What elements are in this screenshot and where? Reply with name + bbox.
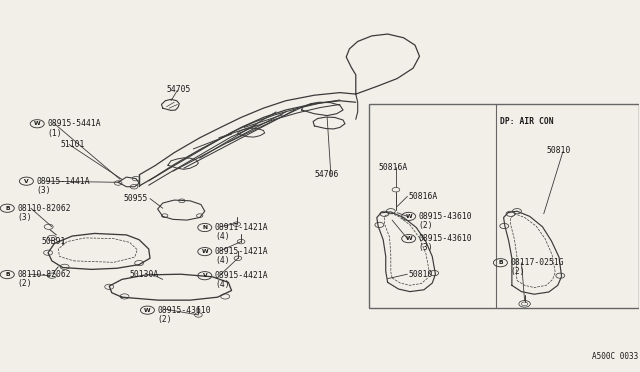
Text: W: W bbox=[405, 214, 412, 219]
Text: (2): (2) bbox=[419, 221, 433, 230]
Text: 50816A: 50816A bbox=[409, 192, 438, 201]
Text: (4): (4) bbox=[215, 280, 230, 289]
Text: (3): (3) bbox=[419, 243, 433, 252]
Text: (2): (2) bbox=[511, 267, 525, 276]
Text: B: B bbox=[498, 260, 502, 265]
Text: 08915-43610: 08915-43610 bbox=[419, 234, 472, 243]
Text: 08915-43610: 08915-43610 bbox=[157, 306, 211, 315]
Text: 08915-4421A: 08915-4421A bbox=[215, 271, 269, 280]
Text: 54706: 54706 bbox=[314, 170, 339, 179]
Text: (2): (2) bbox=[157, 315, 172, 324]
Text: 50130A: 50130A bbox=[130, 270, 159, 279]
Text: 08110-82062: 08110-82062 bbox=[17, 270, 71, 279]
Text: N: N bbox=[202, 225, 207, 230]
Text: A500C 0033: A500C 0033 bbox=[592, 352, 638, 361]
Text: (3): (3) bbox=[36, 186, 51, 195]
Text: 54705: 54705 bbox=[166, 85, 191, 94]
Text: 08915-43610: 08915-43610 bbox=[419, 212, 472, 221]
Text: (3): (3) bbox=[17, 213, 32, 222]
Text: (4): (4) bbox=[215, 232, 230, 241]
Text: 50810: 50810 bbox=[547, 146, 572, 155]
Text: 08110-82062: 08110-82062 bbox=[17, 204, 71, 213]
Text: 08915-1421A: 08915-1421A bbox=[215, 247, 269, 256]
Text: 08117-0251G: 08117-0251G bbox=[511, 258, 564, 267]
Text: B: B bbox=[5, 206, 10, 211]
Text: (2): (2) bbox=[17, 279, 32, 288]
Text: V: V bbox=[202, 273, 207, 278]
Text: 50955: 50955 bbox=[124, 195, 148, 203]
Text: 50810: 50810 bbox=[409, 270, 433, 279]
Text: (4): (4) bbox=[215, 256, 230, 265]
Text: 08911-1421A: 08911-1421A bbox=[215, 223, 269, 232]
Text: (1): (1) bbox=[47, 128, 62, 138]
Text: DP: AIR CON: DP: AIR CON bbox=[500, 118, 554, 126]
Bar bbox=[369, 105, 639, 308]
Text: W: W bbox=[34, 121, 40, 126]
Text: W: W bbox=[144, 308, 151, 312]
Text: B: B bbox=[5, 272, 10, 277]
Text: 50B91: 50B91 bbox=[42, 237, 66, 246]
Text: V: V bbox=[24, 179, 29, 184]
Text: W: W bbox=[405, 236, 412, 241]
Text: 50816A: 50816A bbox=[378, 163, 407, 171]
Text: 51101: 51101 bbox=[61, 140, 85, 150]
Text: 08915-5441A: 08915-5441A bbox=[47, 119, 101, 128]
Text: W: W bbox=[202, 249, 208, 254]
Text: 08915-1441A: 08915-1441A bbox=[36, 177, 90, 186]
